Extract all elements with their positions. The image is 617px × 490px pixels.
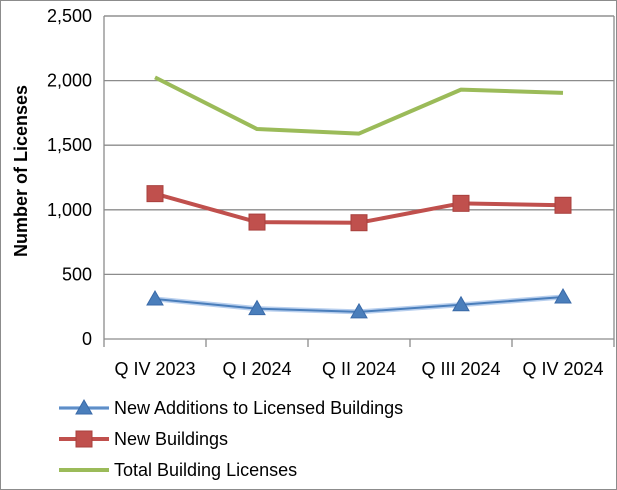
data-point-square (350, 214, 368, 232)
series-total-building-licenses (154, 75, 564, 136)
data-point-square (248, 213, 266, 231)
legend-item: New Additions to Licensed Buildings (59, 398, 403, 418)
y-tick-label: 2,500 (47, 6, 92, 26)
data-point-square (146, 185, 164, 203)
legend-label: New Buildings (114, 429, 228, 449)
legend-item: Total Building Licenses (59, 460, 297, 480)
data-point-triangle (146, 289, 164, 306)
x-tick-labels: Q IV 2023 Q I 2024 Q II 2024 Q III 2024 Q IV… (114, 359, 603, 379)
x-tick-label: Q IV 2023 (114, 359, 195, 379)
x-tick-label: Q IV 2024 (522, 359, 603, 379)
y-tick-label: 500 (62, 264, 92, 284)
y-axis-title: Number of Licenses (11, 85, 31, 257)
y-tick-label: 2,000 (47, 71, 92, 91)
gridlines (104, 15, 614, 276)
series-new-buildings (146, 185, 572, 232)
series-new-additions-to-licensed-buildings (146, 288, 572, 319)
legend-item: New Buildings (59, 429, 228, 449)
series-line (154, 75, 564, 136)
y-tick-labels: 0 500 1,000 1,500 2,000 2,500 (47, 6, 92, 349)
legend-label: New Additions to Licensed Buildings (114, 398, 403, 418)
legend: New Additions to Licensed Buildings New B… (59, 398, 403, 480)
x-tick-label: Q II 2024 (322, 359, 396, 379)
data-point-triangle (554, 288, 572, 304)
legend-square-marker (75, 430, 93, 448)
axes (103, 15, 615, 347)
data-point-square (554, 196, 572, 214)
y-tick-label: 0 (82, 329, 92, 349)
y-tick-label: 1,500 (47, 135, 92, 155)
x-tick-label: Q I 2024 (222, 359, 291, 379)
data-point-triangle (248, 299, 266, 316)
y-tick-label: 1,000 (47, 200, 92, 220)
series-lines (146, 75, 572, 319)
legend-label: Total Building Licenses (114, 460, 297, 480)
data-point-square (452, 194, 470, 212)
legend-triangle-marker (75, 398, 93, 415)
data-point-triangle (350, 302, 368, 319)
data-point-triangle (452, 295, 470, 312)
x-tick-label: Q III 2024 (421, 359, 500, 379)
